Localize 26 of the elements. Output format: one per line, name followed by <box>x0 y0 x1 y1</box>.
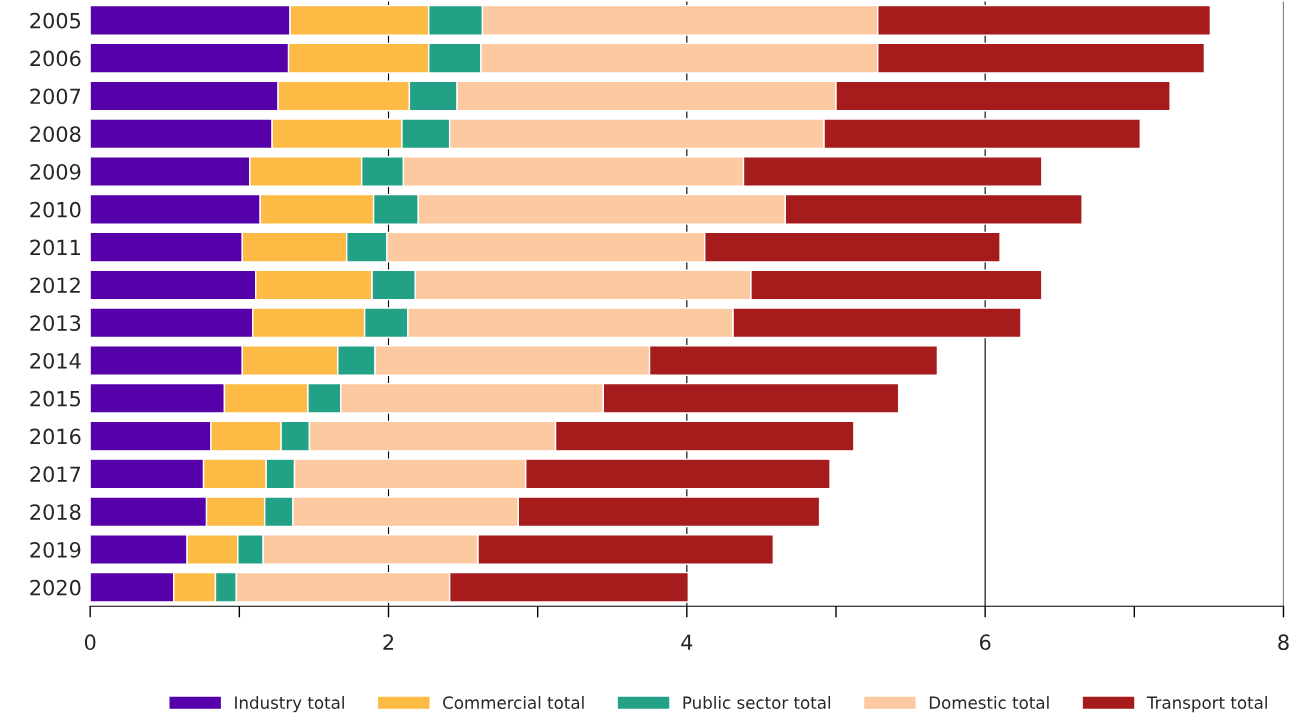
x-tick-label: 8 <box>1278 634 1289 651</box>
y-tick-label: 2009 <box>30 163 81 180</box>
y-tick-label: 2017 <box>30 466 81 483</box>
y-tick-label: 2013 <box>30 315 81 331</box>
y-tick-label: 2005 <box>30 12 81 29</box>
y-tick-label: 2020 <box>30 579 81 596</box>
y-tick-label: 2007 <box>30 88 81 105</box>
x-tick-label: 6 <box>979 634 991 651</box>
y-tick-label: 2006 <box>30 50 81 67</box>
legend-label: Commercial total <box>443 696 584 709</box>
x-tick-label: 2 <box>383 634 394 650</box>
y-tick-label: 2018 <box>30 504 81 520</box>
y-tick-label: 2008 <box>30 126 81 142</box>
y-tick-label: 2014 <box>30 352 81 369</box>
legend-label: Public sector total <box>683 696 831 709</box>
y-tick-label: 2016 <box>30 428 81 445</box>
y-tick-label: 2015 <box>30 390 81 407</box>
legend-label: Industry total <box>235 696 344 713</box>
legend-label: Transport total <box>1146 696 1267 713</box>
y-tick-label: 2019 <box>30 541 81 558</box>
y-tick-label: 2010 <box>30 201 81 218</box>
legend-label: Domestic total <box>929 696 1049 709</box>
x-tick-label: 4 <box>681 634 693 650</box>
x-tick-label: 0 <box>84 634 96 651</box>
y-tick-label: 2012 <box>30 277 80 294</box>
y-tick-label: 2011 <box>30 239 80 256</box>
